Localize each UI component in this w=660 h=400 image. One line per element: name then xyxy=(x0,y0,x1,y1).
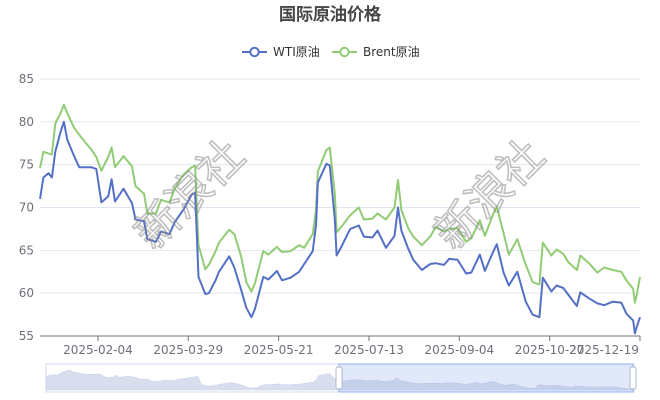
x-tick-label: 2025-05-21 xyxy=(244,343,314,357)
data-zoom-preview-area xyxy=(45,369,635,391)
watermark-right: 新浪社 xyxy=(425,130,554,259)
series-line-brent xyxy=(39,103,641,304)
x-tick-label: 2025-02-04 xyxy=(63,343,133,357)
y-tick-label: 70 xyxy=(19,201,34,215)
y-tick-label: 60 xyxy=(19,286,34,300)
data-zoom-handle-right[interactable] xyxy=(629,366,637,390)
y-grid xyxy=(40,78,640,294)
x-tick-label: 2025-09-04 xyxy=(424,343,494,357)
y-tick-label: 55 xyxy=(19,329,34,343)
chart-title: 国际原油价格 xyxy=(279,4,382,25)
series-line-wti xyxy=(39,120,641,335)
legend-marker-wti xyxy=(249,46,260,58)
y-tick-label: 65 xyxy=(19,243,34,257)
data-zoom-handle-left[interactable] xyxy=(335,366,343,390)
series-layer xyxy=(39,103,641,335)
y-tick-label: 80 xyxy=(19,115,34,129)
y-tick-label: 85 xyxy=(19,72,34,86)
legend-item-wti[interactable]: WTI原油 xyxy=(242,45,320,59)
data-zoom-window[interactable] xyxy=(338,363,634,393)
x-tick-label: 2025-10-27 xyxy=(515,343,585,357)
watermark-layer: 新浪社 新浪社 xyxy=(124,129,555,260)
y-tick-label: 75 xyxy=(19,158,34,172)
legend[interactable]: WTI原油 Brent原油 xyxy=(242,45,420,59)
x-axis-ticks: 2025-02-04 2025-03-29 2025-05-21 2025-07-13… xyxy=(63,336,641,357)
legend-item-brent[interactable]: Brent原油 xyxy=(332,45,420,59)
data-zoom-slider[interactable] xyxy=(45,363,637,393)
legend-marker-brent xyxy=(339,46,350,58)
y-axis-ticks: 55 60 65 70 75 80 85 xyxy=(19,72,34,343)
x-tick-label: 2025-07-13 xyxy=(334,343,404,357)
x-tick-label: 2025-12-19 xyxy=(569,343,639,357)
x-tick-label: 2025-03-29 xyxy=(153,343,223,357)
legend-label-brent: Brent原油 xyxy=(363,45,420,59)
legend-label-wti: WTI原油 xyxy=(273,45,320,59)
